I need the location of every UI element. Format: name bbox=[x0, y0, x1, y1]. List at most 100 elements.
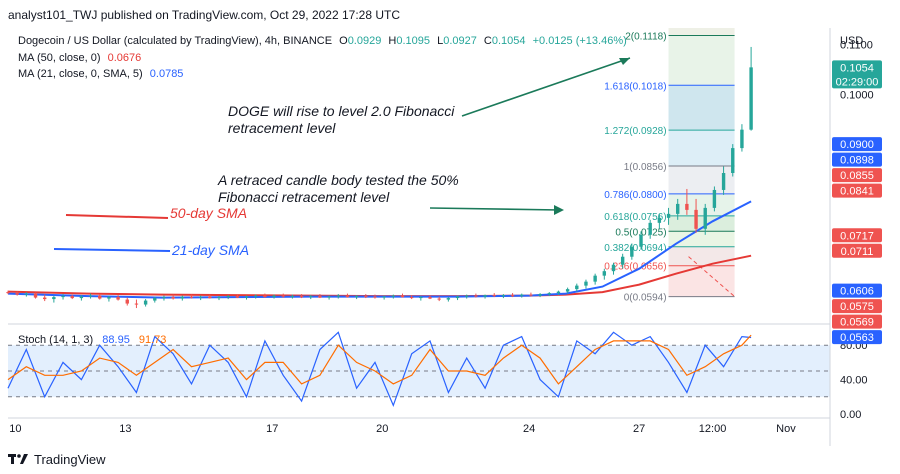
candle-body bbox=[373, 296, 377, 298]
doge-arrowhead bbox=[619, 58, 630, 65]
time-tick-label: 17 bbox=[266, 423, 278, 435]
candle-body bbox=[428, 297, 432, 299]
time-tick-label: 27 bbox=[633, 423, 645, 435]
tradingview-logo-icon[interactable] bbox=[8, 453, 28, 465]
candle-body bbox=[703, 207, 707, 229]
stoch-d-value: 91.73 bbox=[139, 334, 167, 346]
candle-body bbox=[620, 256, 625, 265]
fib-level-label: 1(0.0856) bbox=[624, 162, 667, 173]
candle-body bbox=[88, 295, 93, 297]
candle-body bbox=[42, 297, 47, 300]
retrace-annotation-2: Fibonacci retracement level bbox=[218, 189, 390, 205]
candle-body bbox=[575, 285, 579, 290]
legend-symbol: Dogecoin / US Dollar (calculated by Trad… bbox=[18, 35, 332, 47]
candle-body bbox=[529, 294, 533, 296]
price-tick-label: 0.1100 bbox=[840, 39, 873, 51]
candle-body bbox=[98, 295, 102, 299]
candles bbox=[6, 46, 753, 309]
candle-body bbox=[409, 297, 414, 299]
axis-currency: USD bbox=[840, 35, 863, 47]
price-legend: Dogecoin / US Dollar (calculated by Trad… bbox=[18, 35, 627, 80]
candle-body bbox=[244, 296, 249, 298]
price-tag bbox=[832, 152, 882, 167]
fibonacci-retracement[interactable]: 2(0.1118) 1.618(0.1018) 1.272(0.0928) 1(0.0… bbox=[604, 28, 735, 304]
candle-body bbox=[731, 148, 735, 174]
price-tag-label: 0.0575 bbox=[840, 301, 874, 313]
price-tag bbox=[832, 183, 882, 198]
price-tag bbox=[832, 283, 882, 298]
candle-body bbox=[483, 295, 487, 297]
time-tick-label: 13 bbox=[119, 423, 131, 435]
fib-level-label: 0.236(0.0656) bbox=[604, 262, 666, 273]
candle-body bbox=[639, 234, 643, 247]
candle-body bbox=[15, 293, 19, 295]
legend-o-value: 0.0929 bbox=[348, 35, 382, 47]
stochastic-pane[interactable]: Stoch (14, 1, 3) 88.95 91.73 bbox=[7, 331, 830, 408]
fib-level-label: 2(0.1118) bbox=[625, 31, 666, 42]
candle-body bbox=[153, 298, 157, 301]
legend-change: +0.0125 (+13.46%) bbox=[533, 35, 627, 47]
time-tick-label: 20 bbox=[376, 423, 388, 435]
candle-body bbox=[180, 296, 185, 299]
stoch-d-line bbox=[7, 334, 752, 385]
candle-body bbox=[189, 296, 194, 298]
price-tag bbox=[832, 137, 882, 152]
fib-zone bbox=[668, 246, 735, 266]
fib-zone bbox=[668, 193, 735, 216]
candle-body bbox=[611, 264, 616, 272]
fib-zone bbox=[668, 130, 735, 167]
price-tag-label: 0.0717 bbox=[840, 230, 874, 242]
stoch-k-value: 88.95 bbox=[102, 334, 130, 346]
candle-body bbox=[6, 292, 10, 294]
retrace-arrow bbox=[429, 207, 561, 211]
candle-body bbox=[630, 246, 634, 257]
sma21-annotation: 21-day SMA bbox=[171, 242, 249, 258]
candle-body bbox=[465, 295, 469, 297]
time-tick-label: 10 bbox=[9, 423, 21, 435]
candle-body bbox=[107, 297, 111, 299]
time-axis[interactable]: 10 13 17 20 24 27 12:00 Nov bbox=[9, 423, 796, 435]
price-tags: 0.1054 02:29:00 0.0900 0.0898 0.0855 0.0841 0.… bbox=[832, 60, 882, 345]
candle-body bbox=[281, 295, 285, 297]
fib-zone-top bbox=[668, 28, 735, 36]
doge-annotation-1: DOGE will rise to level 2.0 Fibonacci bbox=[228, 103, 455, 119]
candle-body bbox=[24, 293, 29, 295]
candle-body bbox=[217, 297, 221, 299]
candle-body bbox=[171, 297, 175, 299]
candle-body bbox=[694, 209, 698, 229]
candle-body bbox=[116, 297, 120, 300]
candle-body bbox=[52, 297, 56, 300]
candle-body bbox=[501, 295, 506, 297]
legend-line-2: MA (50, close, 0) 0.0676 bbox=[18, 52, 141, 64]
legend-ma50-label: MA (50, close, 0) bbox=[18, 52, 101, 64]
candle-body bbox=[556, 291, 561, 294]
price-tag-label: 0.0606 bbox=[840, 286, 874, 298]
time-tick-label: Nov bbox=[776, 423, 796, 435]
price-tag-label: 0.1054 bbox=[840, 62, 874, 74]
publish-header: analyst101_TWJ published on TradingView.… bbox=[8, 8, 400, 22]
candle-body bbox=[474, 295, 478, 297]
fib-level-label: 0.618(0.0756) bbox=[604, 212, 666, 223]
candle-body bbox=[309, 296, 313, 298]
candle-body bbox=[254, 295, 258, 297]
price-pane[interactable]: 2(0.1118) 1.618(0.1018) 1.272(0.0928) 1(0.0… bbox=[6, 28, 830, 322]
legend-line-3: MA (21, close, 0, SMA, 5) 0.0785 bbox=[18, 68, 183, 80]
stoch-k-line bbox=[7, 331, 752, 408]
fib-level-label: 1.618(0.1018) bbox=[604, 81, 666, 92]
candle-body bbox=[134, 303, 139, 305]
candle-body bbox=[584, 281, 588, 286]
candle-body bbox=[712, 189, 717, 208]
fib-trendline bbox=[688, 256, 735, 297]
candle-body bbox=[492, 295, 496, 297]
candle-body bbox=[208, 296, 212, 299]
price-axis[interactable]: USD 0.1100 0.1000 bbox=[840, 35, 874, 101]
candle-body bbox=[382, 296, 386, 298]
legend-c-label: C bbox=[484, 35, 492, 47]
fib-zone bbox=[668, 85, 735, 131]
candle-body bbox=[61, 296, 65, 298]
footer-brand[interactable]: TradingView bbox=[34, 451, 106, 467]
price-tag-label: 0.0855 bbox=[840, 170, 874, 182]
price-tick-label: 0.1000 bbox=[840, 89, 874, 101]
doge-arrow bbox=[461, 57, 631, 117]
